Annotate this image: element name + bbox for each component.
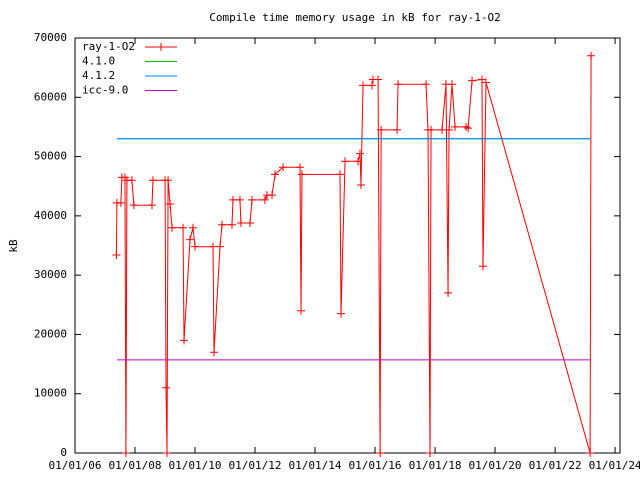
y-tick-label: 60000 <box>34 90 67 103</box>
point-marker <box>166 200 175 208</box>
point-marker <box>112 250 121 259</box>
point-marker <box>427 125 436 134</box>
legend-label: 4.1.2 <box>82 69 115 82</box>
point-marker <box>445 125 454 134</box>
y-axis-label: kB <box>7 239 20 253</box>
point-marker <box>482 78 491 87</box>
point-marker <box>462 122 471 131</box>
point-marker <box>147 201 156 210</box>
point-marker <box>447 80 456 89</box>
point-marker <box>336 170 345 179</box>
point-marker <box>260 195 269 204</box>
point-marker <box>271 170 280 179</box>
point-marker <box>374 75 383 84</box>
point-marker <box>425 449 434 457</box>
point-marker <box>235 195 244 204</box>
legend-marker <box>157 43 165 51</box>
x-tick-label: 01/01/08 <box>108 459 161 472</box>
x-tick-label: 01/01/06 <box>49 459 102 472</box>
point-marker <box>191 242 200 251</box>
point-marker <box>422 80 431 89</box>
point-marker <box>168 223 177 232</box>
point-marker <box>587 51 596 60</box>
plot-frame <box>74 37 621 454</box>
chart-title: Compile time memory usage in kB for ray-… <box>209 11 500 24</box>
y-tick-label: 40000 <box>34 209 67 222</box>
point-marker <box>129 201 138 210</box>
point-marker <box>464 124 473 133</box>
y-tick-label: 50000 <box>34 150 67 163</box>
point-marker <box>337 309 346 318</box>
x-tick-label: 01/01/24 <box>589 459 640 472</box>
point-marker <box>586 449 595 457</box>
point-marker <box>394 80 403 89</box>
x-tick-label: 01/01/12 <box>229 459 282 472</box>
y-tick-label: 0 <box>60 446 67 459</box>
legend-label: icc-9.0 <box>82 84 128 97</box>
point-marker <box>116 198 125 207</box>
point-marker <box>393 125 402 134</box>
point-marker <box>279 163 288 172</box>
point-marker <box>127 176 136 185</box>
legend-label: 4.1.0 <box>82 55 115 68</box>
point-marker <box>438 125 447 134</box>
point-marker <box>268 191 277 200</box>
series-line <box>115 55 592 454</box>
y-tick-label: 70000 <box>34 31 67 44</box>
point-marker <box>180 336 189 345</box>
point-marker <box>478 262 487 271</box>
legend-label: ray-1-O2 <box>82 40 135 53</box>
point-marker <box>359 81 368 90</box>
point-marker <box>209 242 218 251</box>
point-marker <box>468 76 477 85</box>
x-tick-label: 01/01/10 <box>169 459 222 472</box>
point-marker <box>355 149 364 158</box>
point-marker <box>296 163 305 172</box>
point-marker <box>451 122 460 131</box>
y-tick-label: 10000 <box>34 387 67 400</box>
x-tick-label: 01/01/18 <box>409 459 462 472</box>
point-marker <box>297 306 306 315</box>
point-marker <box>179 223 188 232</box>
point-marker <box>162 383 171 392</box>
point-marker <box>163 449 172 457</box>
point-marker <box>247 195 256 204</box>
point-marker <box>444 288 453 297</box>
point-marker <box>228 195 237 204</box>
x-tick-label: 01/01/22 <box>529 459 582 472</box>
point-marker <box>245 218 254 227</box>
x-tick-label: 01/01/16 <box>349 459 402 472</box>
y-tick-label: 30000 <box>34 268 67 281</box>
point-marker <box>148 176 157 185</box>
x-tick-label: 01/01/20 <box>469 459 522 472</box>
point-marker <box>376 449 385 457</box>
point-marker <box>217 220 226 229</box>
point-marker <box>121 449 130 457</box>
point-marker <box>164 176 173 185</box>
point-marker <box>215 242 224 251</box>
point-marker <box>367 81 376 90</box>
point-marker <box>354 157 363 166</box>
point-marker <box>477 75 486 84</box>
point-marker <box>297 170 306 179</box>
point-marker <box>210 348 219 357</box>
point-marker <box>377 125 386 134</box>
point-marker <box>188 223 197 232</box>
point-marker <box>236 218 245 227</box>
point-marker <box>186 235 195 244</box>
y-tick-label: 20000 <box>34 327 67 340</box>
point-marker <box>341 157 350 166</box>
point-marker <box>227 220 236 229</box>
point-marker <box>356 181 365 190</box>
x-tick-label: 01/01/14 <box>289 459 342 472</box>
